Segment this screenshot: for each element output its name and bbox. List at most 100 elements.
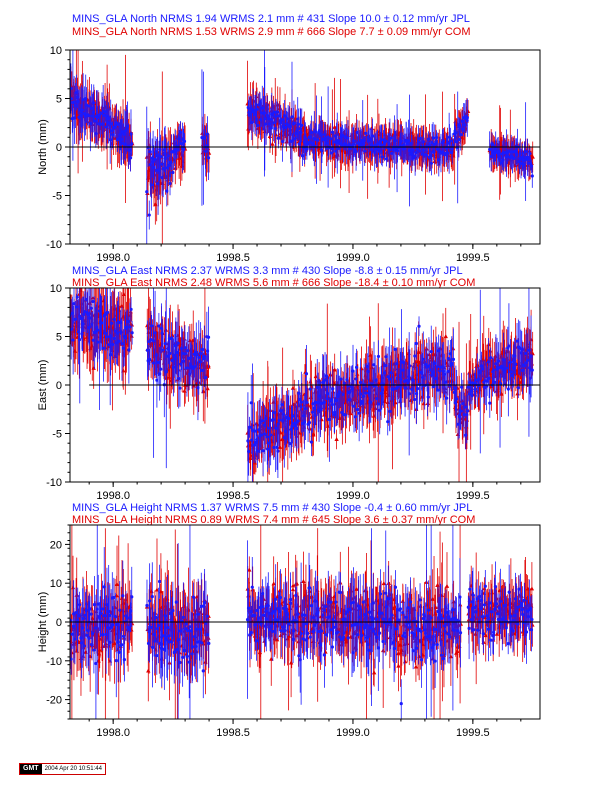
- data-point: [252, 429, 257, 433]
- data-point: [508, 360, 513, 364]
- data-point: [272, 121, 276, 125]
- data-point: [408, 364, 412, 368]
- data-point: [320, 149, 324, 153]
- data-point: [246, 126, 251, 131]
- data-point: [161, 167, 165, 171]
- data-point: [73, 317, 77, 321]
- data-point: [314, 400, 318, 405]
- data-point: [441, 139, 446, 143]
- data-point: [276, 136, 280, 140]
- legend-line-red: MINS_GLA North NRMS 1.53 WRMS 2.9 mm # 6…: [72, 26, 471, 38]
- data-point: [296, 117, 300, 121]
- data-point: [147, 213, 151, 217]
- data-point: [370, 148, 374, 152]
- data-point: [450, 361, 454, 366]
- data-point: [250, 120, 254, 125]
- data-point: [414, 341, 419, 346]
- y-tick-label: -10: [46, 477, 62, 489]
- data-point: [70, 97, 73, 101]
- data-point: [507, 344, 511, 348]
- data-point: [323, 378, 327, 382]
- data-point: [325, 397, 329, 401]
- data-point: [431, 136, 435, 140]
- data-point: [293, 424, 297, 428]
- data-point: [296, 419, 300, 423]
- data-point: [489, 356, 493, 360]
- data-point: [465, 413, 469, 417]
- data-point: [273, 126, 277, 131]
- data-point: [110, 321, 114, 325]
- data-point: [269, 433, 273, 437]
- legend-line-blue: MINS_GLA North NRMS 1.94 WRMS 2.1 mm # 4…: [72, 13, 470, 25]
- data-point: [148, 357, 152, 362]
- data-point: [446, 151, 450, 155]
- data-point: [354, 365, 359, 369]
- data-point: [156, 360, 160, 365]
- data-point: [276, 449, 280, 453]
- data-point: [263, 117, 267, 121]
- data-point: [388, 409, 392, 414]
- data-point: [276, 120, 281, 125]
- data-point: [378, 408, 382, 412]
- data-point: [282, 436, 286, 440]
- data-point: [290, 115, 294, 119]
- data-point: [359, 143, 363, 147]
- data-point: [496, 359, 500, 363]
- data-point: [463, 405, 467, 409]
- data-point: [364, 131, 368, 135]
- data-point: [352, 404, 356, 408]
- data-point: [87, 325, 91, 330]
- data-point: [94, 131, 98, 136]
- data-point: [275, 110, 279, 114]
- data-point: [87, 113, 91, 118]
- data-point: [193, 365, 197, 369]
- data-point: [354, 150, 358, 154]
- data-point: [412, 397, 417, 402]
- data-point: [348, 411, 353, 416]
- data-point: [426, 395, 430, 399]
- y-tick-label: 10: [50, 283, 62, 295]
- y-tick-label: -10: [46, 239, 62, 251]
- data-point: [101, 346, 106, 350]
- y-tick-label: 5: [56, 332, 62, 344]
- data-point: [159, 326, 164, 330]
- data-point: [457, 137, 461, 142]
- data-point: [485, 379, 489, 383]
- data-point: [261, 449, 265, 453]
- data-point: [270, 141, 275, 146]
- data-point: [88, 121, 92, 126]
- data-point: [266, 447, 270, 451]
- data-point: [466, 385, 470, 389]
- data-point: [509, 370, 513, 374]
- data-point: [388, 377, 392, 381]
- data-point: [96, 340, 100, 344]
- data-point: [277, 418, 281, 422]
- data-point: [465, 409, 470, 413]
- data-point: [299, 400, 303, 404]
- data-point: [120, 342, 124, 346]
- x-tick-label: 1999.5: [456, 490, 490, 502]
- x-tick-label: 1999.0: [336, 490, 370, 502]
- data-point: [176, 341, 180, 345]
- data-point: [432, 384, 436, 389]
- data-point: [206, 150, 212, 155]
- data-point: [272, 445, 276, 450]
- data-point: [309, 130, 314, 135]
- data-point: [157, 324, 161, 328]
- data-point: [282, 114, 287, 118]
- data-point: [308, 387, 312, 391]
- data-point: [167, 163, 171, 167]
- data-point: [371, 134, 375, 138]
- data-point: [354, 377, 358, 381]
- data-point: [393, 400, 398, 405]
- data-point: [165, 189, 169, 193]
- data-point: [326, 135, 330, 139]
- data-point: [380, 155, 384, 159]
- data-point: [530, 368, 534, 372]
- data-point: [355, 407, 360, 412]
- data-point: [329, 137, 333, 141]
- data-point: [443, 380, 448, 384]
- data-point: [433, 361, 437, 365]
- data-point: [352, 139, 356, 143]
- data-point: [180, 351, 184, 355]
